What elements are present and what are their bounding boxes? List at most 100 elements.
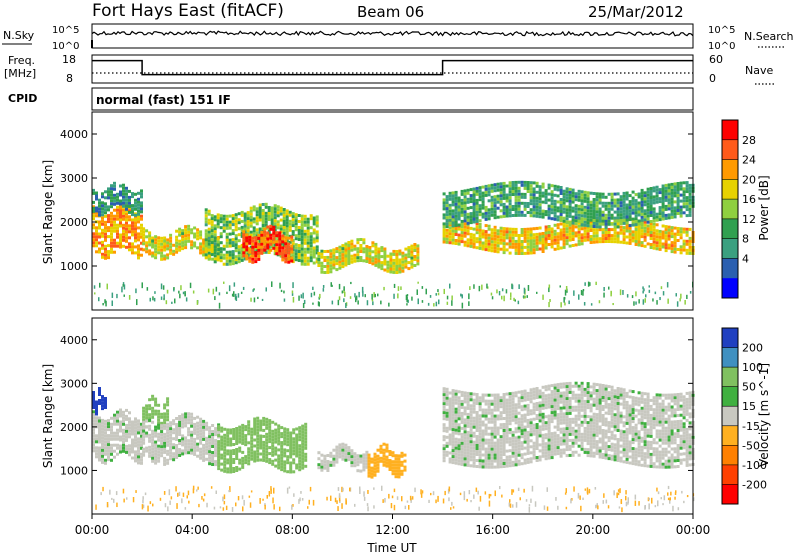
heatmap-speckle [93, 285, 96, 289]
heatmap-cell [362, 468, 366, 472]
heatmap-cell [175, 450, 179, 453]
heatmap-cell [631, 217, 635, 221]
heatmap-cell [490, 198, 494, 202]
heatmap-cell [258, 218, 262, 222]
heatmap-cell [413, 258, 417, 261]
heatmap-cell [210, 241, 214, 245]
heatmap-cell [125, 221, 128, 225]
heatmap-cell [243, 227, 247, 231]
heatmap-cell [300, 238, 304, 242]
heatmap-cell [526, 227, 530, 231]
heatmap-cell [481, 435, 485, 439]
heatmap-cell [523, 183, 527, 187]
heatmap-cell [529, 242, 533, 246]
heatmap-cell [454, 389, 458, 393]
heatmap-cell [148, 445, 152, 449]
heatmap-cell [553, 232, 557, 236]
heatmap-cell [110, 238, 113, 242]
heatmap-cell [490, 414, 494, 418]
heatmap-cell [568, 220, 572, 224]
heatmap-cell [622, 197, 626, 201]
heatmap-cell [538, 455, 542, 459]
heatmap-speckle [505, 289, 508, 294]
heatmap-cell [487, 245, 491, 249]
heatmap-cell [505, 407, 509, 411]
heatmap-cell [673, 209, 677, 213]
heatmap-cell [499, 229, 503, 233]
heatmap-cell [222, 229, 226, 233]
heatmap-cell [140, 204, 143, 208]
heatmap-cell [463, 213, 467, 217]
heatmap-cell [125, 408, 128, 412]
heatmap-cell [262, 452, 266, 456]
heatmap-cell [323, 463, 327, 467]
heatmap-cell [154, 449, 158, 453]
heatmap-cell [240, 210, 244, 214]
heatmap-cell [142, 432, 146, 436]
heatmap-cell [385, 455, 389, 459]
heatmap-cell [532, 423, 536, 427]
heatmap-cell [246, 223, 250, 227]
heatmap-cell [401, 260, 405, 264]
heatmap-cell [475, 240, 479, 244]
heatmap-cell [442, 234, 446, 238]
heatmap-cell [273, 252, 277, 256]
heatmap-cell [125, 189, 128, 193]
heatmap-cell [673, 212, 677, 216]
heatmap-cell [204, 208, 208, 212]
heatmap-cell [388, 468, 392, 471]
heatmap-cell [505, 449, 509, 453]
heatmap-cell [175, 250, 179, 254]
heatmap-cell [335, 247, 339, 251]
heatmap-cell [460, 438, 464, 442]
heatmap-cell [688, 239, 692, 243]
heatmap-cell [247, 453, 251, 457]
heatmap-cell [282, 211, 286, 214]
heatmap-cell [338, 245, 342, 249]
heatmap-cell [634, 202, 638, 206]
heatmap-cell [309, 244, 313, 248]
heatmap-cell [172, 455, 176, 459]
heatmap-cell [101, 243, 104, 247]
heatmap-cell [481, 438, 485, 442]
heatmap-cell [484, 450, 488, 454]
heatmap-cell [682, 245, 686, 249]
heatmap-cell [92, 238, 95, 242]
heatmap-cell [260, 233, 264, 237]
heatmap-cell [270, 206, 274, 210]
heatmap-cell [160, 430, 164, 434]
heatmap-cell [395, 250, 399, 253]
heatmap-cell [454, 193, 458, 197]
heatmap-cell [496, 456, 500, 460]
heatmap-cell [137, 214, 140, 218]
heatmap-speckle [111, 292, 114, 298]
heatmap-speckle [111, 300, 113, 307]
heatmap-cell [526, 230, 530, 234]
heatmap-cell [502, 465, 506, 468]
heatmap-cell [131, 438, 134, 442]
heatmap-cell [535, 423, 539, 426]
heatmap-cell [238, 446, 242, 450]
heatmap-cell [122, 244, 125, 248]
heatmap-cell [457, 441, 461, 445]
heatmap-cell [493, 396, 497, 400]
heatmap-cell [151, 397, 155, 401]
heatmap-cell [329, 264, 333, 268]
heatmap-cell [262, 440, 266, 444]
heatmap-cell [208, 447, 212, 451]
heatmap-cell [586, 206, 590, 210]
heatmap-cell [448, 206, 452, 210]
heatmap-cell [652, 231, 656, 235]
heatmap-cell [580, 208, 584, 212]
heatmap-cell [451, 392, 455, 396]
heatmap-cell [682, 190, 686, 194]
heatmap-cell [559, 234, 563, 238]
heatmap-cell [538, 395, 542, 399]
heatmap-cell [655, 238, 659, 242]
heatmap-cell [107, 437, 110, 441]
heatmap-cell [490, 195, 494, 199]
heatmap-cell [264, 211, 268, 215]
heatmap-cell [448, 442, 452, 446]
heatmap-speckle [371, 293, 373, 300]
heatmap-cell [559, 210, 563, 213]
